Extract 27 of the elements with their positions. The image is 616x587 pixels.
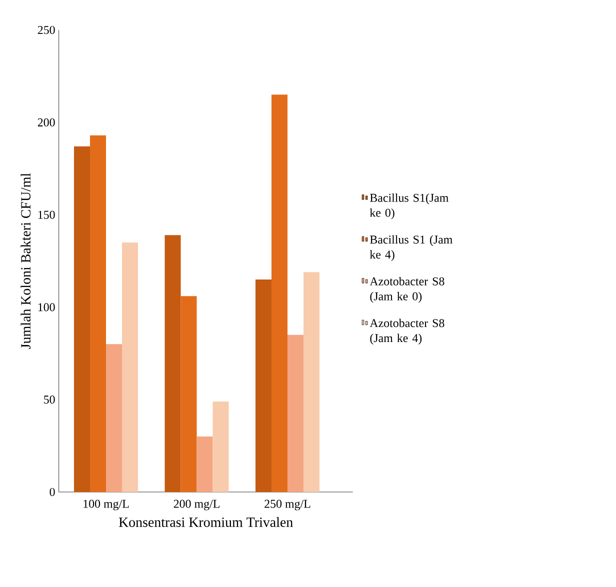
y-tick-label: 100 (38, 303, 55, 312)
bar (271, 94, 288, 492)
bar (122, 242, 138, 492)
y-tick-label: 150 (38, 210, 55, 219)
y-tick-label: 0 (50, 488, 55, 496)
bar (255, 279, 272, 492)
x-tick-label: 200 mg/L (174, 500, 220, 510)
bar (164, 235, 181, 492)
bar (212, 401, 229, 492)
legend-label: Bacillus S1(Jam ke 0) (370, 193, 449, 220)
x-axis-title: Konsentrasi Kromium Trivalen (118, 517, 293, 527)
x-tick-label: 100 mg/L (84, 500, 129, 510)
legend-label: Azotobacter S8 (Jam ke 0) (370, 276, 444, 303)
bar (196, 436, 213, 492)
y-tick-label: 50 (44, 396, 55, 404)
bar (287, 334, 304, 492)
legend-label: Azotobacter S8 (Jam ke 4) (370, 318, 444, 345)
y-axis-title: Jumlah Koloni Bakteri CFU/ml (20, 173, 31, 349)
y-tick-label: 250 (38, 26, 55, 34)
x-tick-label: 250 mg/L (264, 500, 310, 510)
y-tick-label: 200 (38, 118, 55, 126)
bar (90, 135, 106, 492)
bar (303, 272, 320, 492)
legend-label: Bacillus S1 (Jam ke 4) (370, 235, 452, 261)
bar (180, 296, 197, 492)
bar (106, 344, 122, 492)
bar (74, 146, 90, 492)
